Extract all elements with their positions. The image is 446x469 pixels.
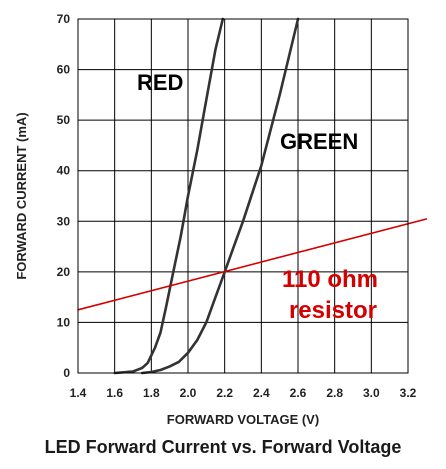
y-tick-label: 0 [63,366,70,380]
annotation-line-1: 110 ohm [282,266,378,293]
red-curve [113,17,225,375]
tick-labels: 1.4 1.6 1.8 2.0 2.2 2.4 2.6 2.8 3.0 3.2 0 10 20 30 40 5… [57,12,417,400]
y-tick-label: 10 [57,315,71,329]
led-iv-chart: 1.4 1.6 1.8 2.0 2.2 2.4 2.6 2.8 3.0 3.2 0 10 20 30 40 5… [14,12,428,427]
annotation-line-2: resistor [289,297,377,324]
x-tick-label: 1.6 [106,386,123,400]
x-tick-label: 2.4 [253,386,270,400]
x-tick-label: 2.8 [326,386,343,400]
plot-frame [77,18,409,374]
x-tick-label: 1.8 [143,386,160,400]
y-tick-label: 70 [57,12,71,26]
y-tick-label: 30 [57,214,71,228]
x-tick-label: 3.2 [400,386,417,400]
x-tick-label: 1.4 [70,386,87,400]
x-axis-title: FORWARD VOLTAGE (V) [167,412,319,427]
green-curve [140,17,300,375]
y-tick-label: 60 [57,63,71,77]
resistor-load-line [77,218,428,311]
x-tick-label: 2.2 [216,386,233,400]
y-tick-label: 50 [57,113,71,127]
y-axis-title: FORWARD CURRENT (mA) [14,112,29,279]
x-tick-label: 2.0 [180,386,197,400]
x-tick-label: 3.0 [363,386,380,400]
series-lines [77,17,428,375]
y-tick-label: 20 [57,265,71,279]
chart-caption: LED Forward Current vs. Forward Voltage [44,437,402,457]
y-tick-label: 40 [57,164,71,178]
series-label-green: GREEN [280,129,358,154]
x-tick-label: 2.6 [290,386,307,400]
series-label-red: RED [137,70,183,95]
